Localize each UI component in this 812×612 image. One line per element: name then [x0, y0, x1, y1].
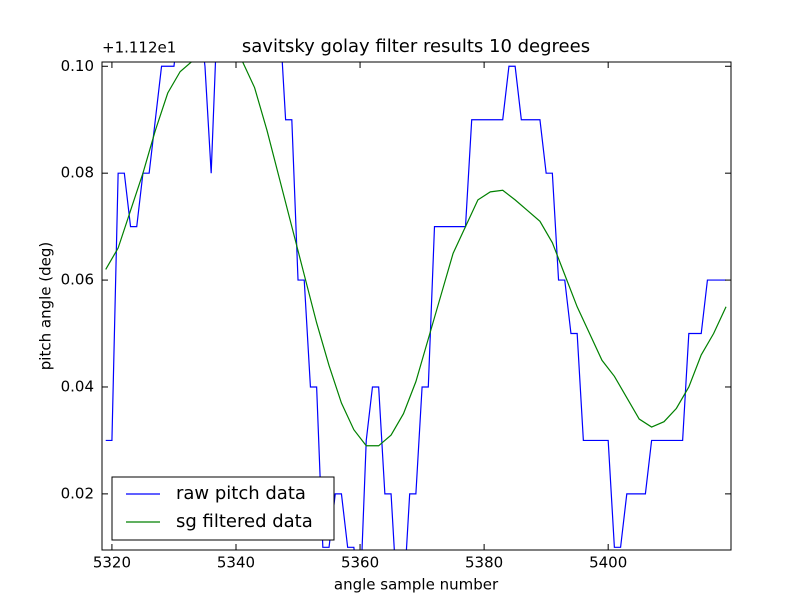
x-axis-label: angle sample number — [334, 576, 499, 594]
y-tick-label: 0.02 — [61, 484, 94, 502]
axes: 5320 5340 5360 5380 5400 0.02 0.04 0.06 0.08 0.10 — [61, 57, 731, 572]
legend-label: sg filtered data — [176, 511, 313, 532]
y-tick-label: 0.06 — [61, 271, 94, 289]
legend-label: raw pitch data — [176, 483, 306, 504]
y-tick-label: 0.04 — [61, 377, 94, 395]
series-line — [105, 62, 727, 447]
y-axis-label: pitch angle (deg) — [37, 242, 55, 370]
x-tick-label: 5400 — [589, 554, 627, 572]
y-tick-label: 0.10 — [61, 57, 94, 75]
legend: raw pitch data sg filtered data — [111, 476, 335, 541]
plot-area — [105, 62, 727, 550]
x-tick-label: 5340 — [217, 554, 255, 572]
x-tick-label: 5320 — [93, 554, 131, 572]
series-line — [105, 62, 727, 550]
chart-title: savitsky golay filter results 10 degrees — [242, 36, 590, 57]
offset-label: +1.112e1 — [102, 39, 176, 57]
y-tick-label: 0.08 — [61, 164, 94, 182]
plot-frame — [101, 61, 732, 551]
x-tick-label: 5380 — [465, 554, 503, 572]
x-tick-label: 5360 — [341, 554, 379, 572]
legend-box — [111, 476, 335, 541]
